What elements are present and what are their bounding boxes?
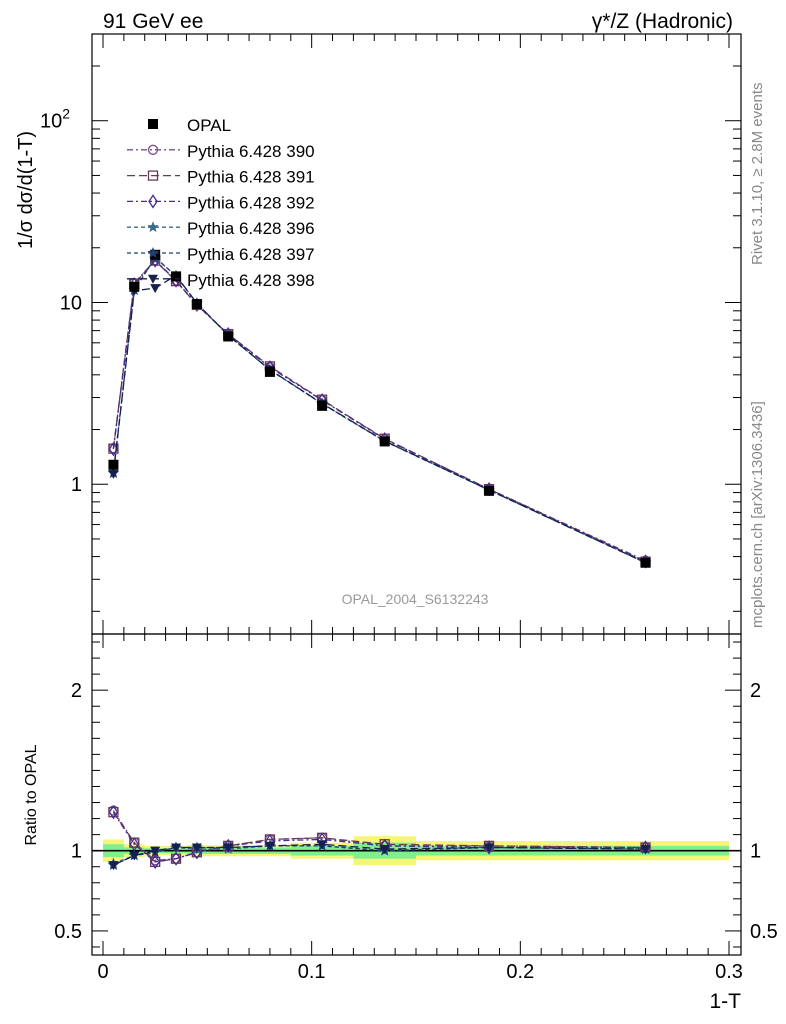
- ratio-point-5: [191, 843, 202, 853]
- ratio-point-5: [640, 845, 651, 855]
- data-point: [129, 281, 140, 292]
- data-point: [223, 331, 234, 342]
- legend-label-4: Pythia 6.428 397: [187, 245, 315, 264]
- rivet-label: Rivet 3.1.10, ≥ 2.8M events: [749, 83, 766, 266]
- legend-label-2: Pythia 6.428 392: [187, 193, 315, 212]
- data-point: [108, 459, 119, 470]
- ratio-point-5: [264, 841, 275, 851]
- ratio-line-5: [113, 843, 646, 866]
- ratio-panel: 0.5 0.5 1 1 2 2 Ratio to OPAL 0 0.1 0.2 0.3 1-T: [23, 633, 778, 1013]
- data-point: [264, 366, 275, 377]
- legend-marker-4: [147, 247, 159, 258]
- ratio-y-tick-label: 2: [71, 680, 82, 702]
- legend-marker-2: [148, 194, 158, 209]
- ratio-point-2: [171, 851, 181, 866]
- series-line-3: [112, 256, 646, 564]
- ratio-y-tick-label-right: 1: [750, 841, 761, 863]
- ratio-line-4: [113, 845, 646, 866]
- legend-label-0: Pythia 6.428 390: [187, 142, 315, 161]
- legend-marker-5: [148, 274, 158, 284]
- data-point: [484, 485, 495, 496]
- header-right: γ*/Z (Hadronic): [592, 10, 733, 33]
- ratio-point-5: [317, 840, 328, 850]
- series-point-5: [150, 284, 161, 294]
- header-left: 91 GeV ee: [103, 10, 203, 33]
- x-axis-label: 1-T: [710, 990, 742, 1013]
- watermark: OPAL_2004_S6132243: [342, 591, 489, 607]
- ratio-point-5: [171, 843, 182, 853]
- series-line-5: [112, 274, 646, 564]
- y-tick-label: 10: [60, 292, 82, 314]
- series-point-5: [108, 469, 119, 479]
- data-point: [317, 400, 328, 411]
- data-point: [640, 557, 651, 568]
- ratio-point-2: [150, 854, 160, 870]
- x-tick-label: 0.2: [506, 961, 534, 983]
- x-tick-label: 0: [97, 961, 108, 983]
- ratio-point-5: [223, 843, 234, 853]
- legend-marker-1: [147, 170, 159, 181]
- legend: OPAL Pythia 6.428 390 Pythia 6.428 391 Pyth…: [127, 116, 315, 290]
- legend-label-5: Pythia 6.428 398: [187, 271, 315, 290]
- legend-marker-0: [147, 144, 159, 155]
- legend-label-1: Pythia 6.428 391: [187, 168, 315, 187]
- ratio-y-tick-label-right: 0.5: [750, 921, 778, 943]
- legend-label-data: OPAL: [187, 116, 231, 135]
- mcplots-label: mcplots.cern.ch [arXiv:1306.3436]: [749, 401, 766, 628]
- y-axis-label: 1/σ dσ/d(1-T): [15, 131, 37, 249]
- ratio-frame: [91, 633, 742, 956]
- y-tick-label: 102: [40, 106, 70, 133]
- x-tick-label: 0.3: [715, 961, 743, 983]
- data-point: [191, 299, 202, 310]
- data-point: [379, 436, 390, 447]
- data-point: [171, 271, 182, 282]
- y-tick-label: 1: [71, 474, 82, 496]
- ratio-y-tick-label: 1: [71, 841, 82, 863]
- ratio-point-5: [129, 851, 140, 861]
- ratio-point-5: [108, 861, 119, 871]
- ratio-point-2: [108, 804, 119, 820]
- legend-marker-data: [148, 119, 158, 129]
- legend-marker-3: [147, 221, 159, 233]
- ratio-point-5: [379, 845, 390, 855]
- ratio-point-5: [484, 843, 495, 853]
- ratio-point-5: [150, 846, 161, 856]
- ratio-y-axis-label: Ratio to OPAL: [23, 744, 40, 845]
- x-tick-label: 0.1: [298, 961, 326, 983]
- ratio-y-tick-label-right: 2: [750, 680, 761, 702]
- ratio-y-tick-label: 0.5: [54, 921, 82, 943]
- legend-label-3: Pythia 6.428 396: [187, 219, 315, 238]
